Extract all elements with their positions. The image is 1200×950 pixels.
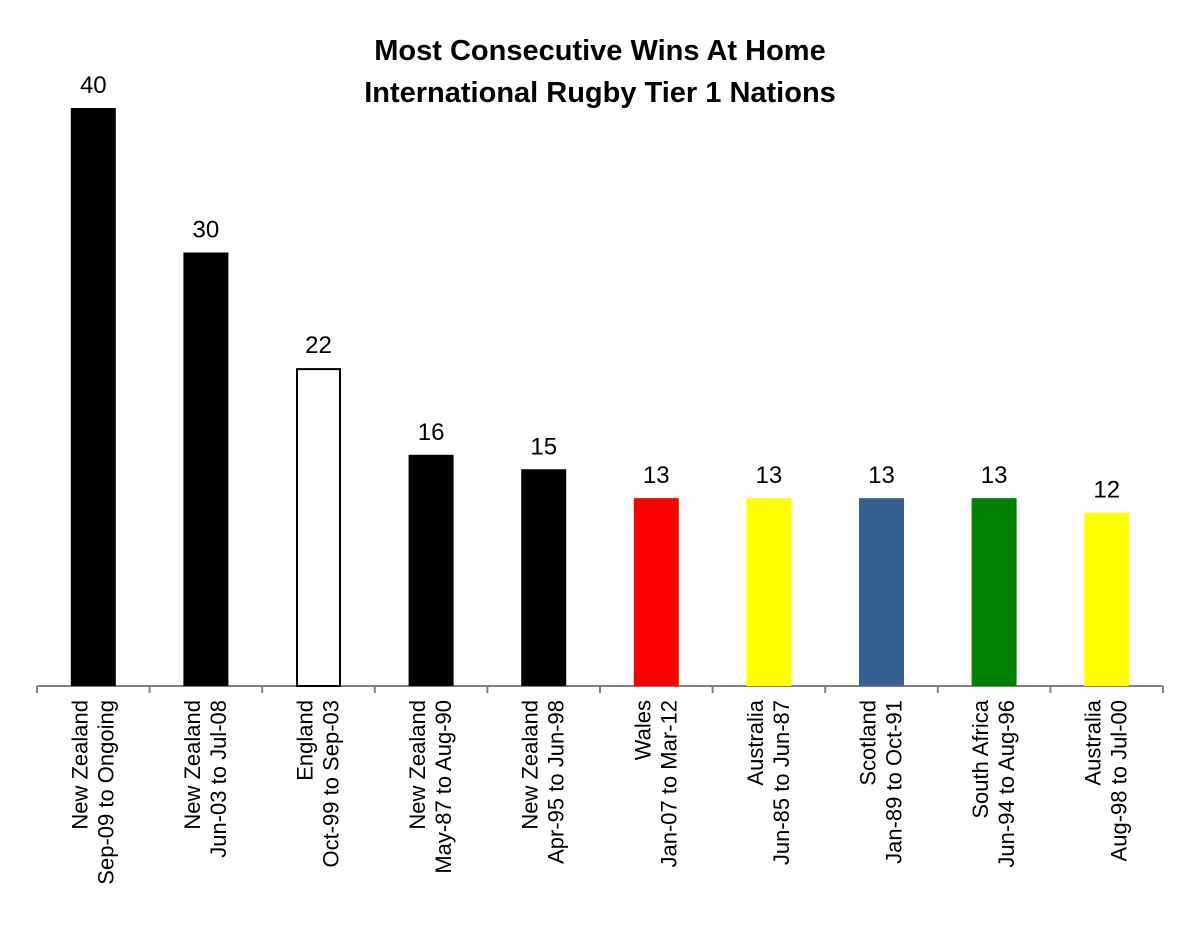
tick-label: Apr-95 to Jun-98 [544,700,569,864]
category-label: England Oct-99 to Sep-03 [293,700,344,868]
tick-label: Sep-09 to Ongoing [93,700,118,885]
category-label: New Zealand Jun-03 to Jul-08 [180,700,231,858]
tick-label: South Africa [968,699,993,818]
tick-label: Australia [1081,699,1106,785]
bar [408,454,454,686]
bar [1084,512,1130,686]
tick-label: Scotland [856,700,881,786]
data-label: 22 [305,332,332,359]
category-label: Australia Jun-85 to Jun-87 [743,699,794,865]
data-label: 13 [756,462,783,489]
data-label: 30 [193,217,220,244]
tick-label: Aug-98 to Jul-00 [1107,700,1132,861]
data-label: 13 [868,462,895,489]
tick-label: Jan-07 to Mar-12 [656,700,681,868]
tick-label: Jun-85 to Jun-87 [769,700,794,865]
bar [70,108,116,686]
bar [971,498,1017,686]
tick-label: Jun-94 to Aug-96 [994,700,1019,868]
bar [183,252,229,686]
category-label: New Zealand Sep-09 to Ongoing [67,700,118,885]
tick-label: New Zealand [180,700,205,830]
tick-label: England [293,700,318,781]
data-label: 16 [418,419,445,446]
category-label: South Africa Jun-94 to Aug-96 [968,699,1019,867]
category-label: New Zealand May-87 to Aug-90 [405,700,456,874]
tick-label: Wales [630,700,655,760]
tick-label: Jan-89 to Oct-91 [882,700,907,864]
tick-label: New Zealand [405,700,430,830]
data-label: 13 [643,462,670,489]
data-label: 40 [80,72,107,99]
chart-title-line-2: International Rugby Tier 1 Nations [364,77,836,109]
data-label: 13 [981,462,1008,489]
tick-label: Oct-99 to Sep-03 [319,700,344,868]
data-label: 15 [530,433,557,460]
bar [296,368,341,687]
category-label: New Zealand Apr-95 to Jun-98 [518,700,569,864]
bar [746,498,792,686]
chart-title-line-1: Most Consecutive Wins At Home [374,35,826,67]
bar [859,498,904,686]
chart-title: Most Consecutive Wins At Home Internatio… [0,30,1200,114]
category-label: Australia Aug-98 to Jul-00 [1081,699,1132,861]
tick-label: New Zealand [518,700,543,830]
bar [521,469,567,686]
data-label: 12 [1093,477,1120,504]
category-label: Wales Jan-07 to Mar-12 [630,700,681,868]
tick-label: Australia [743,699,768,785]
tick-label: Jun-03 to Jul-08 [206,700,231,858]
bar [633,498,679,686]
category-label: Scotland Jan-89 to Oct-91 [856,700,907,864]
tick-label: New Zealand [67,700,92,830]
tick-label: May-87 to Aug-90 [431,700,456,874]
